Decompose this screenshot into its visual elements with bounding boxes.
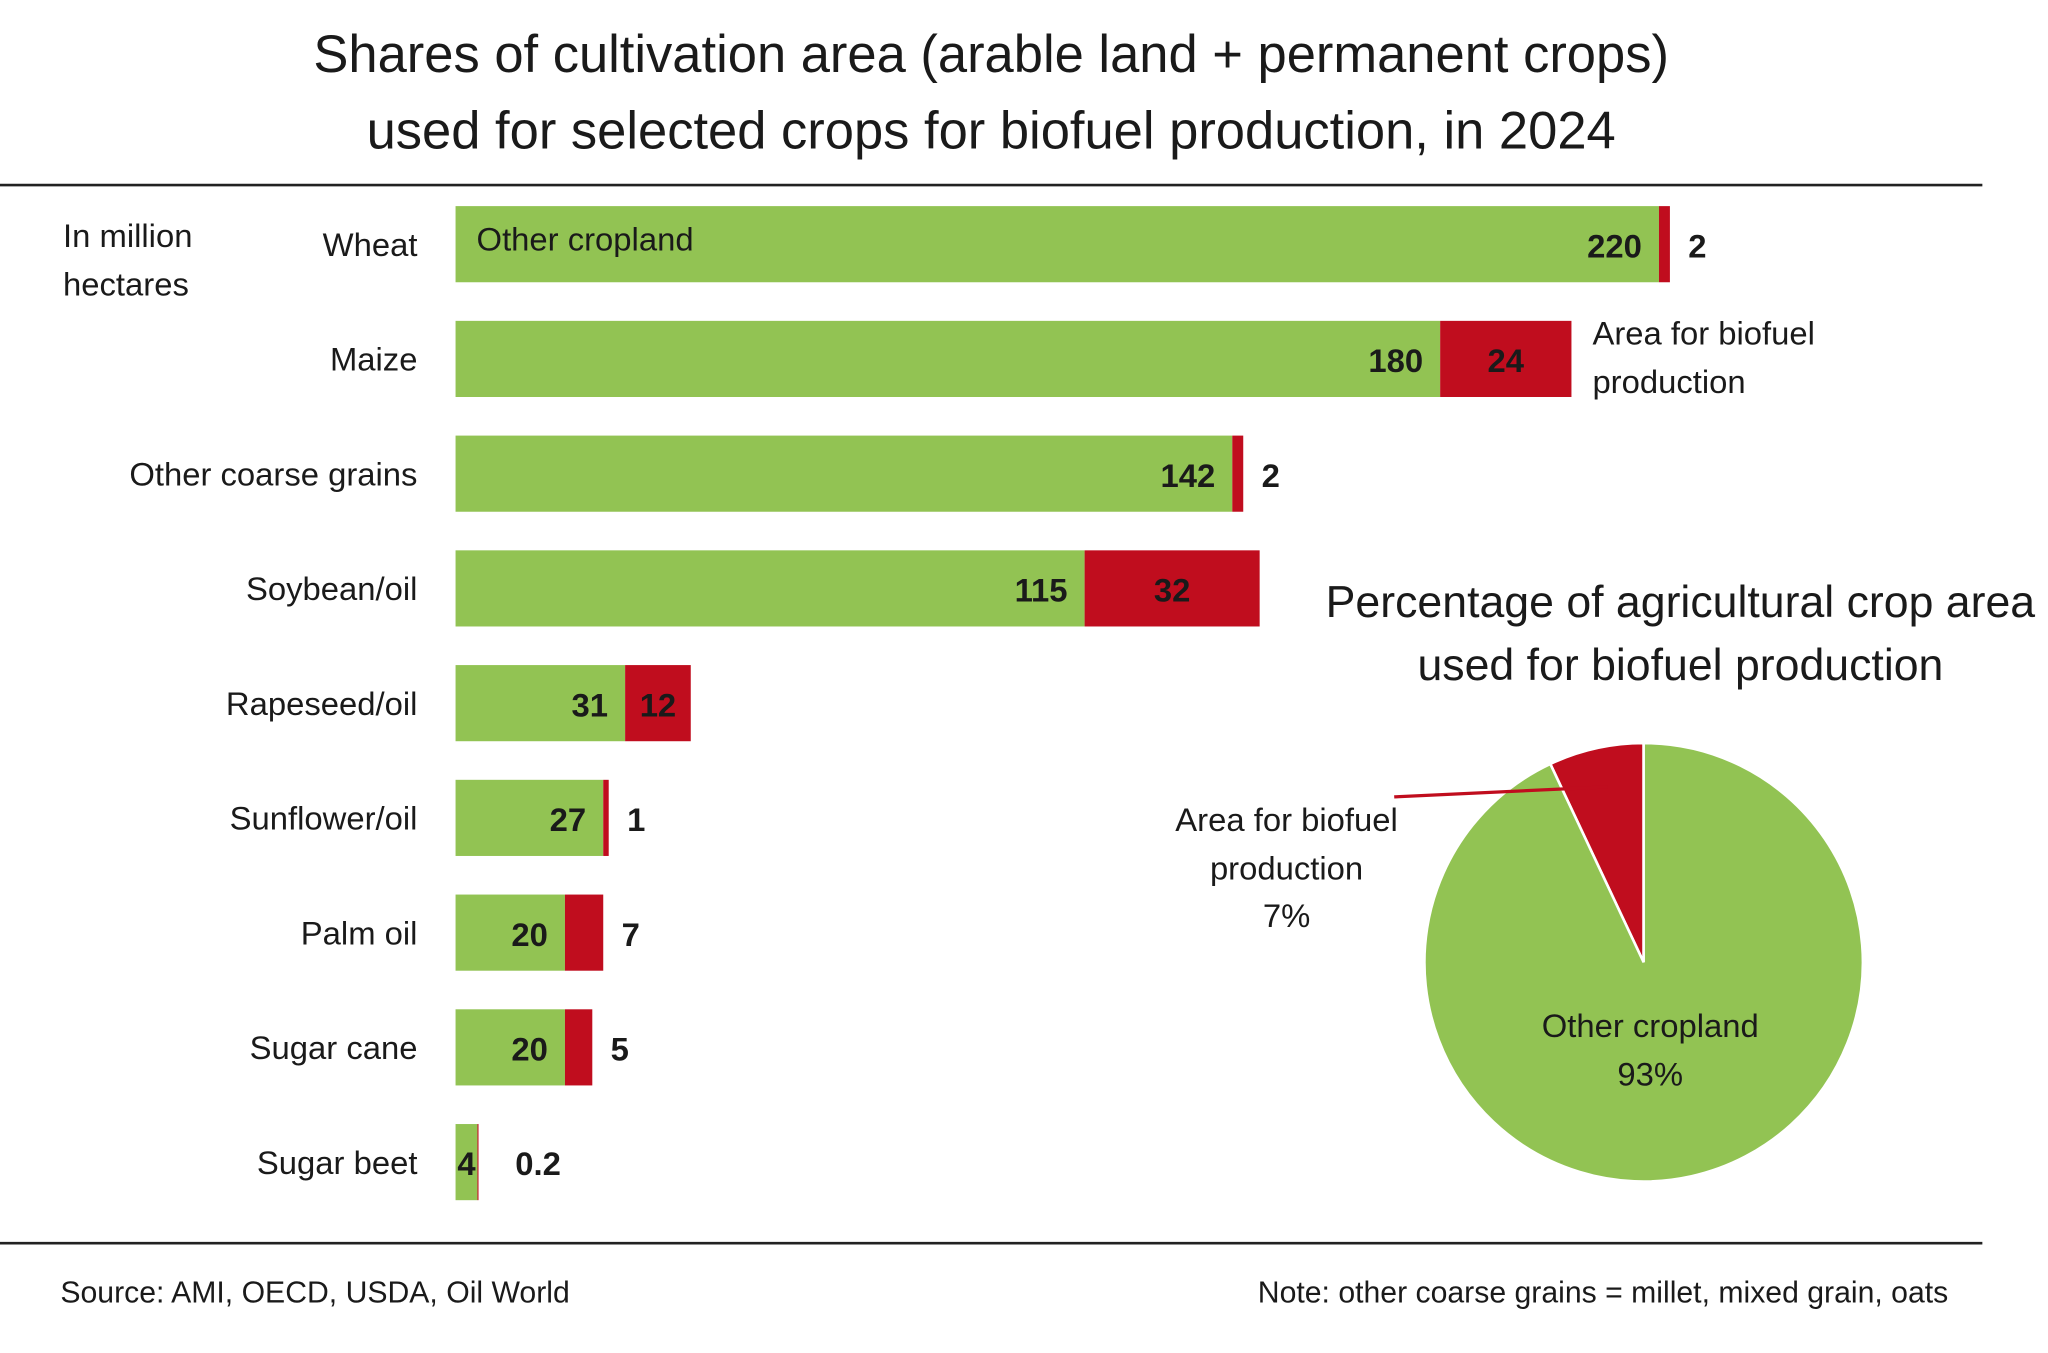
- value-label: 2: [1262, 457, 1280, 494]
- value-label: 115: [1015, 572, 1068, 609]
- pie-value-label: 7%: [1263, 897, 1310, 934]
- pie-value-label: 93%: [1617, 1056, 1683, 1093]
- value-label: 20: [511, 916, 548, 953]
- bar-segment: [1440, 320, 1572, 398]
- unit-label: In million hectares: [63, 217, 192, 303]
- pie-label: Other cropland: [1542, 1007, 1759, 1044]
- value-label: 31: [572, 686, 609, 723]
- bar-segment: [603, 779, 609, 856]
- category-label: Rapeseed/oil: [226, 685, 418, 722]
- pie-label: Area for biofuel production: [1175, 801, 1398, 887]
- value-label: 4: [457, 1145, 476, 1182]
- bar-segment: [625, 665, 691, 742]
- value-label: 32: [1154, 572, 1191, 609]
- value-label: 180: [1368, 342, 1423, 379]
- value-label: 27: [550, 801, 587, 838]
- bar-segment: [455, 1009, 565, 1086]
- category-label: Other coarse grains: [129, 455, 417, 492]
- bar-segment: [455, 320, 1441, 398]
- leader-line: [1394, 785, 1608, 799]
- value-label: 24: [1488, 342, 1525, 379]
- legend-label: Area for biofuel production: [1592, 314, 1815, 400]
- bar-segment: [477, 1124, 479, 1201]
- bar-segment: [455, 550, 1085, 627]
- category-label: Maize: [330, 341, 418, 378]
- value-label: 0.2: [515, 1145, 561, 1182]
- note: Note: other coarse grains = millet, mixe…: [1258, 1276, 1948, 1309]
- bar-segment: [1658, 206, 1670, 283]
- category-label: Wheat: [323, 226, 418, 263]
- bar-segment: [455, 1124, 478, 1201]
- pie-slice: [1423, 741, 1865, 1183]
- value-label: 12: [640, 686, 677, 723]
- value-label: 7: [622, 916, 640, 953]
- legend-label: Other cropland: [477, 221, 694, 258]
- bar-segment: [455, 779, 604, 856]
- chart-title: Shares of cultivation area (arable land …: [313, 25, 1669, 160]
- value-label: 1: [627, 801, 645, 838]
- value-label: 5: [611, 1031, 629, 1068]
- value-label: 220: [1587, 227, 1642, 264]
- category-label: Palm oil: [301, 914, 418, 951]
- bar-segment: [455, 206, 1659, 283]
- category-label: Sunflower/oil: [230, 800, 418, 837]
- bar-segment: [1232, 435, 1244, 512]
- bar-segment: [564, 894, 604, 971]
- value-label: 2: [1688, 227, 1706, 264]
- source: Source: AMI, OECD, USDA, Oil World: [60, 1276, 569, 1309]
- bar-segment: [455, 894, 565, 971]
- bar-segment: [455, 435, 1233, 512]
- bar-segment: [455, 665, 626, 742]
- bar-segment: [564, 1009, 593, 1086]
- category-label: Sugar cane: [250, 1029, 418, 1066]
- value-label: 142: [1160, 457, 1215, 494]
- pie-title: Percentage of agricultural crop area used…: [1326, 578, 2036, 690]
- value-label: 20: [511, 1031, 548, 1068]
- bar-segment: [1084, 550, 1260, 627]
- category-label: Soybean/oil: [246, 570, 417, 607]
- category-label: Sugar beet: [257, 1144, 418, 1181]
